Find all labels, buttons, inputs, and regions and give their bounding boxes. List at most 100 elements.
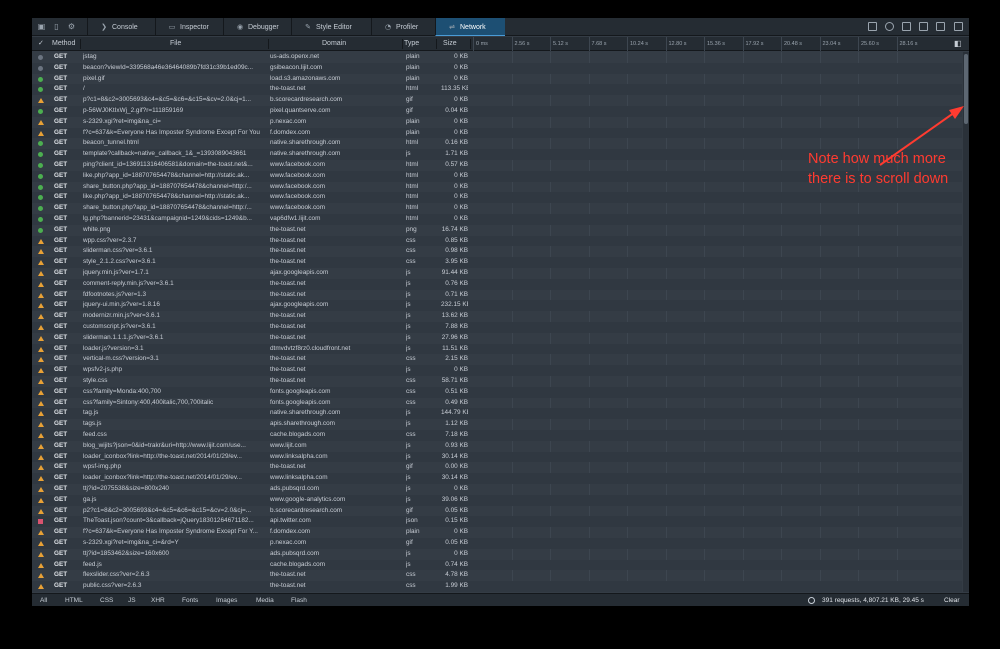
request-file: tags.js [83,420,102,428]
screenshot-icon[interactable] [919,22,928,31]
request-row[interactable]: GET beacon?viewId=339568a46e36464089b7fd3… [32,62,962,74]
header-type[interactable]: Type [404,40,420,47]
request-row[interactable]: GET wpp.css?ver=2.3.7 the-toast.net css 0.85… [32,235,962,247]
filter-fonts[interactable]: Fonts [182,597,199,604]
filter-flash[interactable]: Flash [291,597,307,604]
request-row[interactable]: GET s-2329.xgi?ret=img&na_ci= p.nexac.com p… [32,117,962,128]
request-row[interactable]: GET tag.js native.sharethrough.com js 144.79… [32,408,962,420]
clear-button[interactable]: Clear [944,597,960,604]
toggle-sidebar-icon[interactable]: ◧ [954,39,962,48]
request-row[interactable]: GET share_button.php?app_id=188707654478&… [32,182,962,193]
tab-profiler[interactable]: ◔ Profiler [371,18,435,36]
request-row[interactable]: GET ga.js www.google-analytics.com js 39.06 … [32,494,962,508]
request-row[interactable]: GET beacon_tunnel.html native.sharethrough… [32,138,962,149]
request-file: beacon_tunnel.html [83,139,139,147]
request-row[interactable]: GET s-2329.xgi?ret=img&na_ci=&rd=Y p.nexac… [32,538,962,549]
request-method: GET [54,247,68,255]
request-row[interactable]: GET ping?client_id=136911316406581&domain… [32,160,962,171]
request-row[interactable]: GET share_button.php?app_id=188707654478&… [32,203,962,214]
request-row[interactable]: GET modernizr.min.js?ver=3.6.1 the-toast.n… [32,311,962,322]
request-type: css [406,431,416,438]
request-row[interactable]: GET f?c=637&k=Everyone Has Imposter Syndr… [32,527,962,538]
tab-inspector[interactable]: ▭ Inspector [155,18,223,36]
header-method[interactable]: Method [52,40,76,47]
filter-css[interactable]: CSS [100,597,114,604]
dock-icon[interactable]: ▣ [37,22,46,31]
header-status-check[interactable]: ✓ [38,40,44,47]
request-row[interactable]: GET fdfootnotes.js?ver=1.3 the-toast.net js… [32,290,962,301]
request-row[interactable]: GET ttj?id=1853462&size=160x600 ads.pubsqr… [32,549,962,560]
request-list-scrollbar[interactable] [963,52,969,592]
style-editor-icon: ✎ [305,23,311,31]
header-file[interactable]: File [170,40,182,47]
request-size: 1.99 KB [445,582,468,590]
filter-all[interactable]: All [40,597,48,604]
split-console-icon[interactable]: ▯ [54,22,59,31]
clock-icon [808,597,815,604]
header-domain[interactable]: Domain [322,40,347,47]
tab-console[interactable]: ❯ Console [87,18,155,36]
request-row[interactable]: GET sliderman.1.1.1.js?ver=3.6.1 the-toast… [32,333,962,344]
scrollbar-thumb[interactable] [964,54,968,124]
settings-gear-icon[interactable]: ⚙ [67,22,76,31]
request-row[interactable]: GET TheToast.json?count=3&callback=jQuery… [32,516,962,528]
status-cell [38,441,44,454]
request-row[interactable]: GET p-56WJ0KtIxWj_2.gif?r=111859169 pixel.… [32,106,962,117]
request-row[interactable]: GET lg.php?bannerid=23431&campaignid=1249… [32,214,962,225]
request-file: lg.php?bannerid=23431&campaignid=1249&ci… [83,215,252,222]
responsive-mode-icon[interactable] [885,22,894,31]
scratchpad-icon[interactable] [902,22,911,31]
filter-html[interactable]: HTML [65,597,83,604]
filter-xhr[interactable]: XHR [151,597,165,604]
request-row[interactable]: GET pixel.gif load.s3.amazonaws.com plain 0 … [32,74,962,85]
request-row[interactable]: GET loader_iconbox?link=http://the-toast.… [32,451,962,463]
close-toolbox-icon[interactable] [954,22,963,31]
request-row[interactable]: GET vertical-m.css?version=3.1 the-toast.n… [32,354,962,365]
filter-images[interactable]: Images [216,597,238,604]
status-cell [38,495,44,508]
request-row[interactable]: GET jquery.min.js?ver=1.7.1 ajax.googleapi… [32,268,962,279]
request-row[interactable]: GET blog_wijits?json=0&id=trakr&uri=http:… [32,441,962,452]
request-row[interactable]: GET jquery-ui.min.js?ver=1.8.16 ajax.googl… [32,300,962,312]
request-row[interactable]: GET style_2.1.2.css?ver=3.6.1 the-toast.ne… [32,257,962,268]
tab-debugger[interactable]: ◉ Debugger [223,18,291,36]
request-row[interactable]: GET customscript.js?ver=3.6.1 the-toast.ne… [32,322,962,333]
request-row[interactable]: GET comment-reply.min.js?ver=3.6.1 the-toa… [32,278,962,290]
tab-network[interactable]: ⇌ Network [435,18,505,36]
request-row[interactable]: GET ttj?id=2075538&size=800x240 ads.pubsqr… [32,484,962,495]
request-row[interactable]: GET css?family=Sintony:400,400italic,700,… [32,398,962,409]
status-cell [38,538,44,551]
request-row[interactable]: GET loader.js?version=3.1 dtmvdvtzf8rz0.cl… [32,343,962,355]
dock-side-icon[interactable] [936,22,945,31]
pick-element-icon[interactable] [868,22,877,31]
request-row[interactable]: GET like.php?app_id=188707654478&channel=… [32,170,962,182]
request-row[interactable]: GET loader_iconbox?link=http://the-toast.… [32,473,962,484]
request-row[interactable]: GET p2?c1=8&c2=3005693&c4=&c5=&c6=&c15=&c… [32,506,962,517]
filter-media[interactable]: Media [256,597,274,604]
request-row[interactable]: GET flexslider.css?ver=2.6.3 the-toast.net… [32,570,962,581]
request-row[interactable]: GET tags.js apis.sharethrough.com js 1.12 KB… [32,419,962,430]
request-row[interactable]: GET public.css?ver=2.6.3 the-toast.net css 1… [32,581,962,592]
filter-js[interactable]: JS [128,597,136,604]
request-domain: f.domdex.com [270,528,311,536]
request-row[interactable]: GET template?callback=native_callback_1&_… [32,149,962,160]
header-size[interactable]: Size [443,40,457,47]
request-summary[interactable]: 391 requests, 4,807.21 KB, 29.45 s [822,597,924,604]
request-row[interactable]: GET p?c1=8&c2=3005693&c4=&c5=&c6=&c15=&cv… [32,95,962,106]
request-domain: b.scorecardresearch.com [270,96,343,104]
request-row[interactable]: GET like.php?app_id=188707654478&channel=… [32,192,962,204]
request-row[interactable]: GET css?family=Monda:400,700 fonts.googlea… [32,386,962,398]
request-row[interactable]: GET sliderman.css?ver=3.6.1 the-toast.net c… [32,246,962,257]
request-method: GET [54,171,68,179]
request-row[interactable]: GET f?c=637&k=Everyone Has Imposter Syndr… [32,127,962,139]
tab-style-editor[interactable]: ✎ Style Editor [291,18,371,36]
status-ok-icon [38,109,43,114]
